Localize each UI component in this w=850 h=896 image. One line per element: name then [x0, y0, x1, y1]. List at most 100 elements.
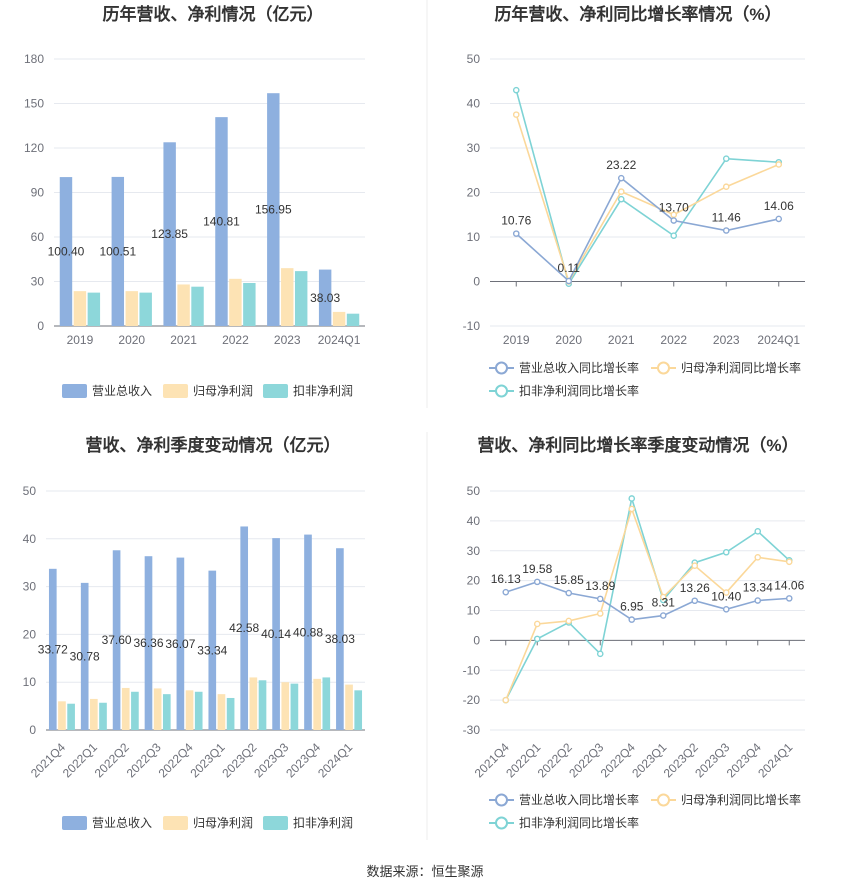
quarter-line-revenue-growth-data-label: 14.06 [774, 578, 804, 592]
quarter-line-point-deducted-profit-growth [628, 495, 636, 502]
annual-line-point-revenue-growth [512, 230, 520, 237]
annual-bar-bar-deducted-profit [243, 282, 256, 326]
quarter-bar-legend-item: 营业总收入 [62, 816, 152, 830]
annual-bar-bar-deducted-profit [191, 286, 204, 326]
quarter-line-y-tick-label: 0 [473, 633, 480, 647]
annual-bar-bar-revenue [215, 117, 228, 326]
annual-bar-y-tick-label: 150 [24, 97, 44, 111]
quarter-bar-bar-net-profit [121, 687, 130, 730]
quarter-line-legend-swatch-marker [495, 816, 508, 830]
quarter-line-revenue-growth-data-label: 19.58 [522, 562, 552, 576]
annual-bar-bar-deducted-profit [87, 292, 101, 326]
annual-bar-bar-deducted-profit [346, 313, 360, 326]
quarter-bar-bar-net-profit [345, 684, 353, 730]
annual-line-y-tick-label: 30 [467, 141, 481, 155]
quarter-line-point-revenue-growth [596, 595, 604, 603]
annual-line-legend-label: 扣非净利润同比增长率 [519, 383, 639, 398]
quarter-line-legend-item: 扣非净利润同比增长率 [489, 815, 639, 830]
quarter-bar-bar-revenue [336, 548, 344, 730]
quarter-line-point-revenue-growth [659, 612, 667, 619]
annual-line-revenue-growth-data-label: 13.70 [659, 201, 689, 215]
annual-line-revenue-growth-data-label: 11.46 [712, 211, 741, 225]
annual-bar-revenue-data-label: 38.03 [310, 291, 340, 305]
quarter-line-revenue-growth-data-label: 13.89 [585, 579, 615, 593]
quarter-bar-legend-item: 扣非净利润 [263, 816, 353, 830]
annual-bar-legend-label: 归母净利润 [193, 384, 253, 398]
quarter-line-point-deducted-profit-growth [596, 650, 604, 658]
quarter-line-legend-swatch-marker [657, 793, 670, 807]
quarter-line-y-tick-label: 40 [467, 514, 481, 528]
annual-bar-y-tick-label: 30 [31, 275, 45, 289]
annual-bar-x-tick-label: 2019 [67, 333, 94, 347]
annual-line-legend-label: 营业总收入同比增长率 [519, 360, 639, 375]
annual-line-x-tick-label: 2021 [608, 333, 635, 347]
quarter-bar-legend-swatch [62, 816, 87, 830]
quarter-bar-title: 营收、净利季度变动情况（亿元） [86, 435, 341, 455]
annual-bar-bar-net-profit [332, 311, 346, 326]
quarter-line-legend-swatch-marker [495, 793, 508, 807]
quarter-bar-revenue-data-label: 40.14 [261, 627, 291, 641]
quarter-line-y-tick-label: -30 [463, 723, 481, 737]
annual-line-x-tick-label: 2023 [713, 333, 740, 347]
annual-line-y-tick-label: 10 [467, 230, 481, 244]
quarter-bar-bar-deducted-profit [67, 703, 75, 730]
quarter-bar-legend-item: 归母净利润 [163, 816, 253, 830]
annual-bar-x-tick-label: 2024Q1 [318, 333, 361, 347]
quarter-line-y-tick-label: -10 [463, 663, 481, 677]
quarter-line-y-tick-label: 10 [467, 604, 481, 618]
annual-line-point-revenue-growth [775, 215, 783, 223]
annual-bar-bar-revenue [318, 269, 332, 326]
quarter-bar-revenue-data-label: 38.03 [325, 632, 355, 646]
annual-line-point-deducted-profit-growth [617, 195, 625, 203]
quarter-bar-x-tick-label: 2024Q1 [315, 740, 355, 780]
quarter-bar-bar-revenue [112, 550, 121, 730]
annual-line-chart: 历年营收、净利同比增长率情况（%） -10 0 10 20 30 40 50 2019 2020 2… [463, 4, 805, 398]
annual-bar-revenue-data-label: 100.40 [48, 245, 85, 259]
annual-bar-bar-revenue [163, 142, 176, 326]
quarter-bar-revenue-data-label: 37.60 [102, 633, 132, 647]
quarter-line-point-revenue-growth [754, 597, 762, 604]
quarter-bar-y-tick-label: 20 [23, 627, 37, 641]
quarter-line-point-revenue-growth [722, 606, 730, 613]
quarter-line-point-revenue-growth [785, 595, 793, 602]
annual-line-y-tick-label: 20 [467, 186, 481, 200]
quarter-bar-bar-deducted-profit [131, 691, 139, 730]
quarter-line-revenue-growth-data-label: 16.13 [491, 572, 521, 586]
annual-line-legend-label: 归母净利润同比增长率 [681, 360, 801, 375]
quarter-bar-x-tick-label: 2022Q2 [92, 740, 132, 780]
annual-bar-legend-item: 营业总收入 [62, 384, 152, 398]
annual-line-legend-swatch-marker [657, 361, 670, 375]
quarter-line-x-tick-label: 2024Q1 [755, 740, 795, 780]
quarter-line-y-tick-label: 50 [467, 484, 481, 498]
quarter-line-y-tick-label: -20 [463, 693, 481, 707]
annual-line-revenue-growth-data-label: 14.06 [764, 199, 794, 213]
annual-bar-x-tick-label: 2023 [274, 333, 301, 347]
quarter-bar-legend-label: 扣非净利润 [293, 816, 353, 830]
quarter-line-chart: 营收、净利同比增长率季度变动情况（%） -30 -20 -10 0 10 20 30 40 50 2… [463, 435, 805, 830]
quarter-bar-bar-revenue [144, 556, 153, 730]
annual-line-point-revenue-growth [722, 227, 730, 234]
quarter-bar-revenue-data-label: 30.78 [70, 649, 100, 663]
annual-bar-x-tick-label: 2020 [118, 333, 145, 347]
quarter-line-point-net-profit-growth [565, 617, 573, 625]
quarter-line-point-net-profit-growth [533, 620, 541, 628]
quarter-line-y-tick-label: 30 [467, 544, 481, 558]
annual-bar-y-tick-label: 60 [31, 230, 45, 244]
quarter-line-line-revenue-growth [505, 581, 790, 621]
quarter-line-point-net-profit-growth [691, 562, 699, 569]
annual-line-revenue-growth-data-label: 10.76 [501, 214, 531, 228]
annual-bar-bar-net-profit [229, 278, 242, 326]
annual-line-line-net-profit-growth [515, 114, 780, 284]
quarter-bar-bar-net-profit [249, 677, 258, 730]
quarter-bar-bar-deducted-profit [322, 677, 331, 730]
quarter-bar-y-tick-label: 0 [29, 723, 36, 737]
quarter-bar-bar-revenue [208, 570, 217, 730]
quarter-bar-bar-net-profit [90, 698, 98, 730]
annual-bar-revenue-data-label: 140.81 [203, 215, 240, 229]
quarter-bar-revenue-data-label: 33.34 [197, 643, 227, 657]
quarter-bar-revenue-data-label: 36.36 [133, 636, 163, 650]
annual-bar-bar-net-profit [281, 268, 294, 326]
quarter-bar-x-tick-label: 2023Q1 [187, 740, 227, 780]
